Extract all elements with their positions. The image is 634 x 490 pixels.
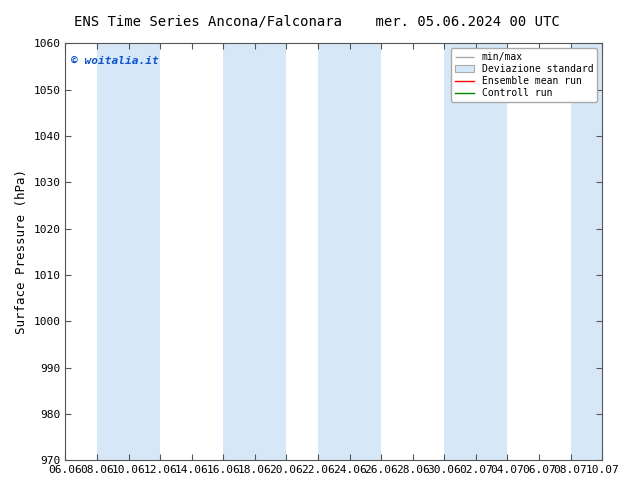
Y-axis label: Surface Pressure (hPa): Surface Pressure (hPa) xyxy=(15,170,28,334)
Bar xyxy=(318,44,381,460)
Bar xyxy=(223,44,287,460)
Text: ENS Time Series Ancona/Falconara    mer. 05.06.2024 00 UTC: ENS Time Series Ancona/Falconara mer. 05… xyxy=(74,15,560,29)
Bar xyxy=(97,44,160,460)
Bar xyxy=(571,44,634,460)
Bar xyxy=(444,44,507,460)
Text: © woitalia.it: © woitalia.it xyxy=(71,56,158,66)
Legend: min/max, Deviazione standard, Ensemble mean run, Controll run: min/max, Deviazione standard, Ensemble m… xyxy=(451,49,597,102)
